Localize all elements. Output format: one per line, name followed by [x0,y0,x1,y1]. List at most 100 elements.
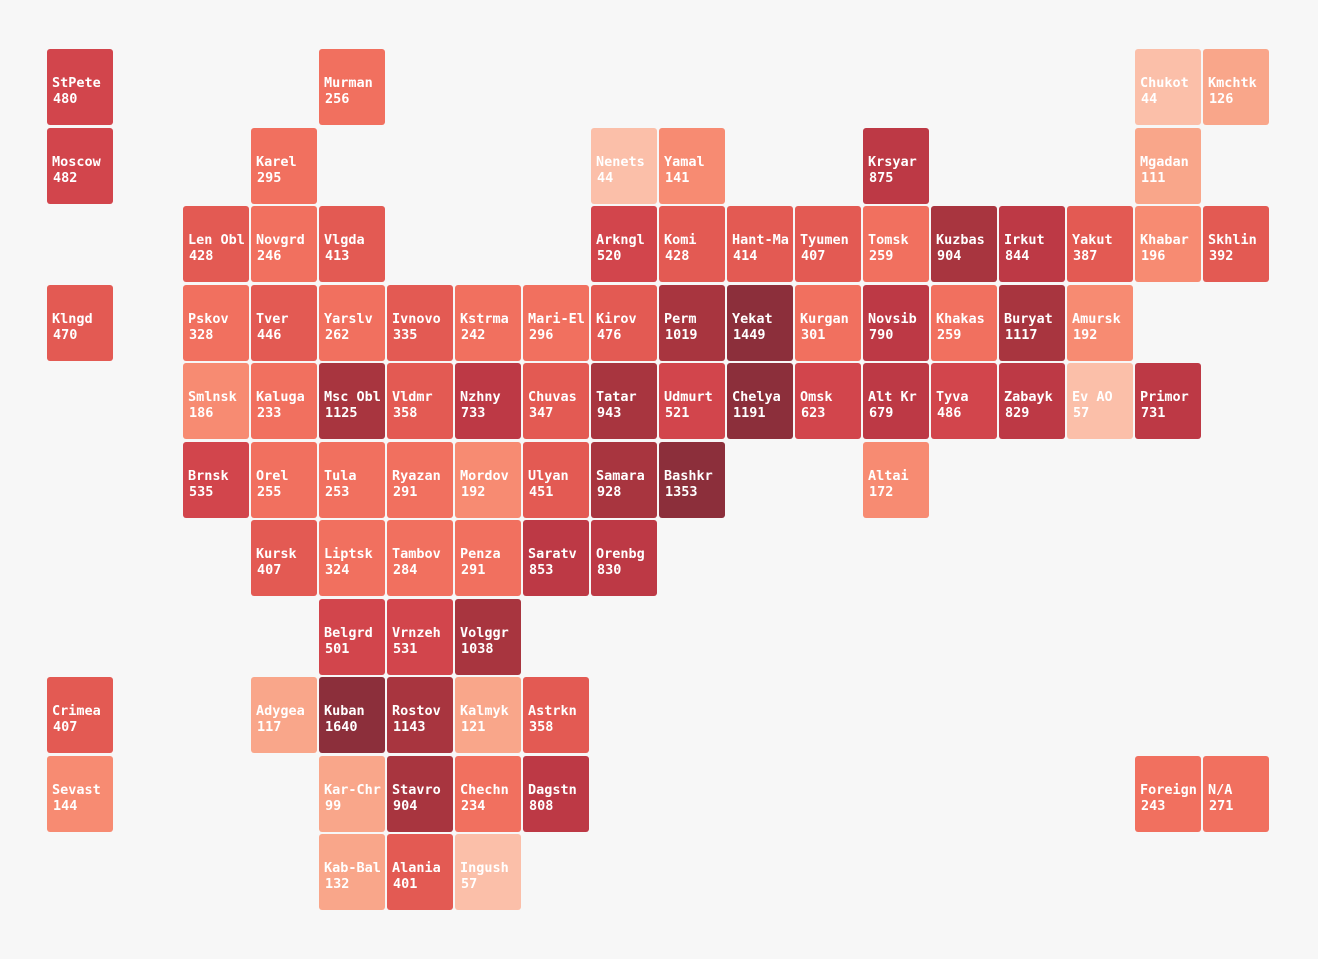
region-tile-tyva[interactable]: Tyva 486 [931,363,997,439]
region-tile-yekat[interactable]: Yekat 1449 [727,285,793,361]
region-tile-tula[interactable]: Tula 253 [319,442,385,518]
region-tile-kab-bal[interactable]: Kab-Bal 132 [319,834,385,910]
region-tile-khabar[interactable]: Khabar 196 [1135,206,1201,282]
region-tile-stavro[interactable]: Stavro 904 [387,756,453,832]
region-tile-zabayk[interactable]: Zabayk 829 [999,363,1065,439]
region-tile-kirov[interactable]: Kirov 476 [591,285,657,361]
region-tile-kalmyk[interactable]: Kalmyk 121 [455,677,521,753]
region-label: Mari-El [528,311,585,327]
region-tile-tyumen[interactable]: Tyumen 407 [795,206,861,282]
region-value: 1125 [325,405,358,421]
region-tile-kaluga[interactable]: Kaluga 233 [251,363,317,439]
region-tile-nzhny[interactable]: Nzhny 733 [455,363,521,439]
region-tile-altai[interactable]: Altai 172 [863,442,929,518]
region-tile-astrkn[interactable]: Astrkn 358 [523,677,589,753]
region-tile-krsyar[interactable]: Krsyar 875 [863,128,929,204]
region-tile-rostov[interactable]: Rostov 1143 [387,677,453,753]
region-value: 470 [53,327,78,343]
region-tile-moscow[interactable]: Moscow 482 [47,128,113,204]
region-label: Irkut [1004,232,1045,248]
region-tile-kurgan[interactable]: Kurgan 301 [795,285,861,361]
region-tile-alania[interactable]: Alania 401 [387,834,453,910]
region-tile-saratv[interactable]: Saratv 853 [523,520,589,596]
region-tile-liptsk[interactable]: Liptsk 324 [319,520,385,596]
region-tile-brnsk[interactable]: Brnsk 535 [183,442,249,518]
region-label: Kurgan [800,311,849,327]
region-tile-mgadan[interactable]: Mgadan 111 [1135,128,1201,204]
region-tile-tambov[interactable]: Tambov 284 [387,520,453,596]
region-tile-kuban[interactable]: Kuban 1640 [319,677,385,753]
region-tile-klngd[interactable]: Klngd 470 [47,285,113,361]
region-tile-alt-kr[interactable]: Alt Kr 679 [863,363,929,439]
region-tile-primor[interactable]: Primor 731 [1135,363,1201,439]
region-tile-yamal[interactable]: Yamal 141 [659,128,725,204]
region-tile-kar-chr[interactable]: Kar-Chr 99 [319,756,385,832]
region-tile-udmurt[interactable]: Udmurt 521 [659,363,725,439]
region-tile-chelya[interactable]: Chelya 1191 [727,363,793,439]
region-label: Krsyar [868,154,917,170]
region-tile-komi[interactable]: Komi 428 [659,206,725,282]
region-tile-smlnsk[interactable]: Smlnsk 186 [183,363,249,439]
region-tile-msc-obl[interactable]: Msc Obl 1125 [319,363,385,439]
region-tile-tomsk[interactable]: Tomsk 259 [863,206,929,282]
region-tile-orel[interactable]: Orel 255 [251,442,317,518]
region-tile-orenbg[interactable]: Orenbg 830 [591,520,657,596]
region-tile-penza[interactable]: Penza 291 [455,520,521,596]
region-tile-hant-ma[interactable]: Hant-Ma 414 [727,206,793,282]
region-tile-ulyan[interactable]: Ulyan 451 [523,442,589,518]
region-tile-mordov[interactable]: Mordov 192 [455,442,521,518]
region-tile-dagstn[interactable]: Dagstn 808 [523,756,589,832]
region-tile-vlgda[interactable]: Vlgda 413 [319,206,385,282]
region-tile-stpete[interactable]: StPete 480 [47,49,113,125]
region-label: Tver [256,311,289,327]
region-value: 172 [869,484,894,500]
region-tile-vrnzeh[interactable]: Vrnzeh 531 [387,599,453,675]
region-tile-khakas[interactable]: Khakas 259 [931,285,997,361]
region-tile-pskov[interactable]: Pskov 328 [183,285,249,361]
region-value: 233 [257,405,282,421]
region-value: 520 [597,248,622,264]
region-tile-yarslv[interactable]: Yarslv 262 [319,285,385,361]
region-label: Kuban [324,703,365,719]
region-tile-murman[interactable]: Murman 256 [319,49,385,125]
region-tile-omsk[interactable]: Omsk 623 [795,363,861,439]
region-tile-chechn[interactable]: Chechn 234 [455,756,521,832]
region-tile-ivnovo[interactable]: Ivnovo 335 [387,285,453,361]
region-tile-crimea[interactable]: Crimea 407 [47,677,113,753]
region-tile-kstrma[interactable]: Kstrma 242 [455,285,521,361]
region-tile-nenets[interactable]: Nenets 44 [591,128,657,204]
region-tile-vldmr[interactable]: Vldmr 358 [387,363,453,439]
region-tile-sevast[interactable]: Sevast 144 [47,756,113,832]
region-tile-arkngl[interactable]: Arkngl 520 [591,206,657,282]
region-tile-chuvas[interactable]: Chuvas 347 [523,363,589,439]
region-tile-mari-el[interactable]: Mari-El 296 [523,285,589,361]
region-tile-amursk[interactable]: Amursk 192 [1067,285,1133,361]
region-tile-belgrd[interactable]: Belgrd 501 [319,599,385,675]
region-tile-foreign[interactable]: Foreign 243 [1135,756,1201,832]
region-tile-ingush[interactable]: Ingush 57 [455,834,521,910]
region-tile-perm[interactable]: Perm 1019 [659,285,725,361]
region-tile-bashkr[interactable]: Bashkr 1353 [659,442,725,518]
region-tile-tatar[interactable]: Tatar 943 [591,363,657,439]
region-tile-kuzbas[interactable]: Kuzbas 904 [931,206,997,282]
region-tile-novgrd[interactable]: Novgrd 246 [251,206,317,282]
region-tile-buryat[interactable]: Buryat 1117 [999,285,1065,361]
region-label: Amursk [1072,311,1121,327]
region-tile-novsib[interactable]: Novsib 790 [863,285,929,361]
region-tile-kmchtk[interactable]: Kmchtk 126 [1203,49,1269,125]
region-tile-irkut[interactable]: Irkut 844 [999,206,1065,282]
region-tile-ev-ao[interactable]: Ev AO 57 [1067,363,1133,439]
region-tile-chukot[interactable]: Chukot 44 [1135,49,1201,125]
region-tile-adygea[interactable]: Adygea 117 [251,677,317,753]
region-tile-samara[interactable]: Samara 928 [591,442,657,518]
region-tile-n-a[interactable]: N/A 271 [1203,756,1269,832]
region-tile-ryazan[interactable]: Ryazan 291 [387,442,453,518]
region-tile-len-obl[interactable]: Len Obl 428 [183,206,249,282]
region-tile-volggr[interactable]: Volggr 1038 [455,599,521,675]
region-tile-skhlin[interactable]: Skhlin 392 [1203,206,1269,282]
region-value: 623 [801,405,826,421]
region-tile-tver[interactable]: Tver 446 [251,285,317,361]
region-tile-karel[interactable]: Karel 295 [251,128,317,204]
region-tile-kursk[interactable]: Kursk 407 [251,520,317,596]
region-tile-yakut[interactable]: Yakut 387 [1067,206,1133,282]
